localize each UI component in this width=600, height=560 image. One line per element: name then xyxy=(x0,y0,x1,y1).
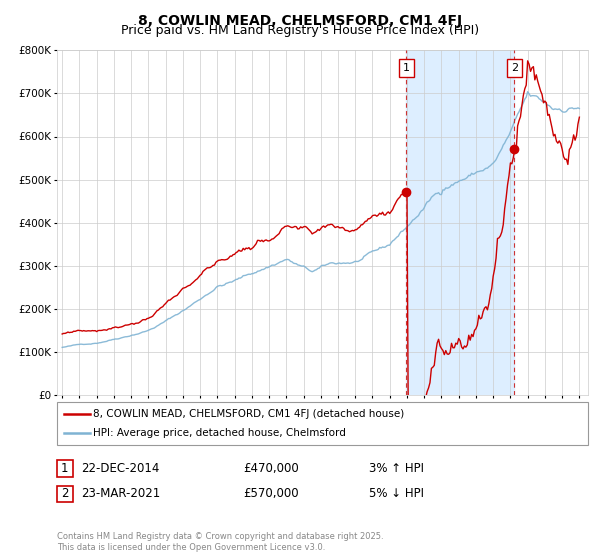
Text: HPI: Average price, detached house, Chelmsford: HPI: Average price, detached house, Chel… xyxy=(93,428,346,438)
Text: 5% ↓ HPI: 5% ↓ HPI xyxy=(369,487,424,501)
Text: 2: 2 xyxy=(511,63,518,73)
Text: 2: 2 xyxy=(61,487,68,501)
Text: £570,000: £570,000 xyxy=(243,487,299,501)
Text: 1: 1 xyxy=(403,63,410,73)
Text: 8, COWLIN MEAD, CHELMSFORD, CM1 4FJ (detached house): 8, COWLIN MEAD, CHELMSFORD, CM1 4FJ (det… xyxy=(93,409,404,419)
Text: Price paid vs. HM Land Registry's House Price Index (HPI): Price paid vs. HM Land Registry's House … xyxy=(121,24,479,37)
Text: Contains HM Land Registry data © Crown copyright and database right 2025.
This d: Contains HM Land Registry data © Crown c… xyxy=(57,532,383,552)
Text: 8, COWLIN MEAD, CHELMSFORD, CM1 4FJ: 8, COWLIN MEAD, CHELMSFORD, CM1 4FJ xyxy=(138,14,462,28)
Bar xyxy=(406,50,514,395)
Text: 22-DEC-2014: 22-DEC-2014 xyxy=(81,462,160,475)
Text: 1: 1 xyxy=(61,462,68,475)
Text: 23-MAR-2021: 23-MAR-2021 xyxy=(81,487,160,501)
Text: £470,000: £470,000 xyxy=(243,462,299,475)
Text: 3% ↑ HPI: 3% ↑ HPI xyxy=(369,462,424,475)
